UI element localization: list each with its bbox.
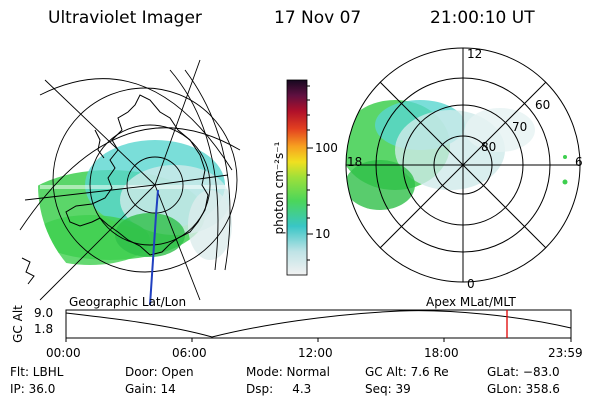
status-filter: Flt: LBHL: [10, 365, 64, 379]
date-label: 17 Nov 07: [274, 8, 362, 28]
orbit-xtick-2359: 23:59: [548, 346, 583, 360]
status-door: Door: Open: [125, 365, 194, 379]
orbit-xtick-0600: 06:00: [172, 346, 207, 360]
polar-aurora-image: [346, 100, 535, 210]
orbit-xtick-0000: 00:00: [46, 346, 81, 360]
orbit-xtick-1200: 12:00: [298, 346, 333, 360]
polar-plot-caption: Apex MLat/MLT: [426, 295, 516, 309]
mlt-label-18: 18: [347, 155, 363, 169]
status-gain: Gain: 14: [125, 382, 176, 396]
time-label: 21:00:10 UT: [430, 8, 535, 28]
status-dsp: Dsp: 4.3: [246, 382, 312, 396]
orbit-altitude-plot: [65, 309, 572, 342]
mlt-label-0: 0: [467, 277, 475, 291]
mlat-label-60: 60: [535, 98, 551, 112]
status-gc-alt: GC Alt: 7.6 Re: [365, 365, 449, 379]
polar-dot: [563, 155, 567, 159]
mlat-label-70: 70: [512, 120, 528, 134]
orbit-ylabel: GC Alt: [11, 305, 25, 343]
geo-coast-fragment: [21, 129, 105, 285]
status-ip: IP: 36.0: [10, 382, 56, 396]
geo-map-caption: Geographic Lat/Lon: [69, 295, 187, 309]
mlt-label-12: 12: [467, 47, 483, 61]
polar-dot: [562, 179, 568, 185]
geo-coastline: [65, 94, 209, 256]
color-bar: [286, 79, 313, 276]
status-glat: GLat: −83.0: [487, 365, 560, 379]
mlat-label-80: 80: [481, 140, 497, 154]
status-seq: Seq: 39: [365, 382, 411, 396]
polar-plot: [345, 47, 581, 283]
status-glon: GLon: 358.6: [487, 382, 560, 396]
orbit-xticks: [65, 338, 572, 342]
status-mode: Mode: Normal: [246, 365, 330, 379]
orbit-ground-track: [149, 189, 159, 306]
altitude-curve: [65, 310, 572, 338]
colorbar-tick-100: 100: [315, 141, 338, 155]
orbit-xtick-1800: 18:00: [424, 346, 459, 360]
colorbar-tick-10: 10: [315, 227, 331, 241]
colorbar-unit-label: photon cm⁻²s⁻¹: [272, 141, 286, 235]
mlt-label-6: 6: [575, 155, 583, 169]
polar-grid: [345, 47, 581, 283]
geo-aurora-image: [38, 140, 232, 265]
geo-graticule: [19, 59, 241, 301]
orbit-ytick-low: 1.8: [34, 322, 54, 336]
instrument-title: Ultraviolet Imager: [48, 8, 202, 28]
geographic-map: [19, 59, 241, 306]
orbit-ytick-high: 9.0: [34, 306, 54, 320]
colorbar-ticks: [307, 85, 313, 261]
